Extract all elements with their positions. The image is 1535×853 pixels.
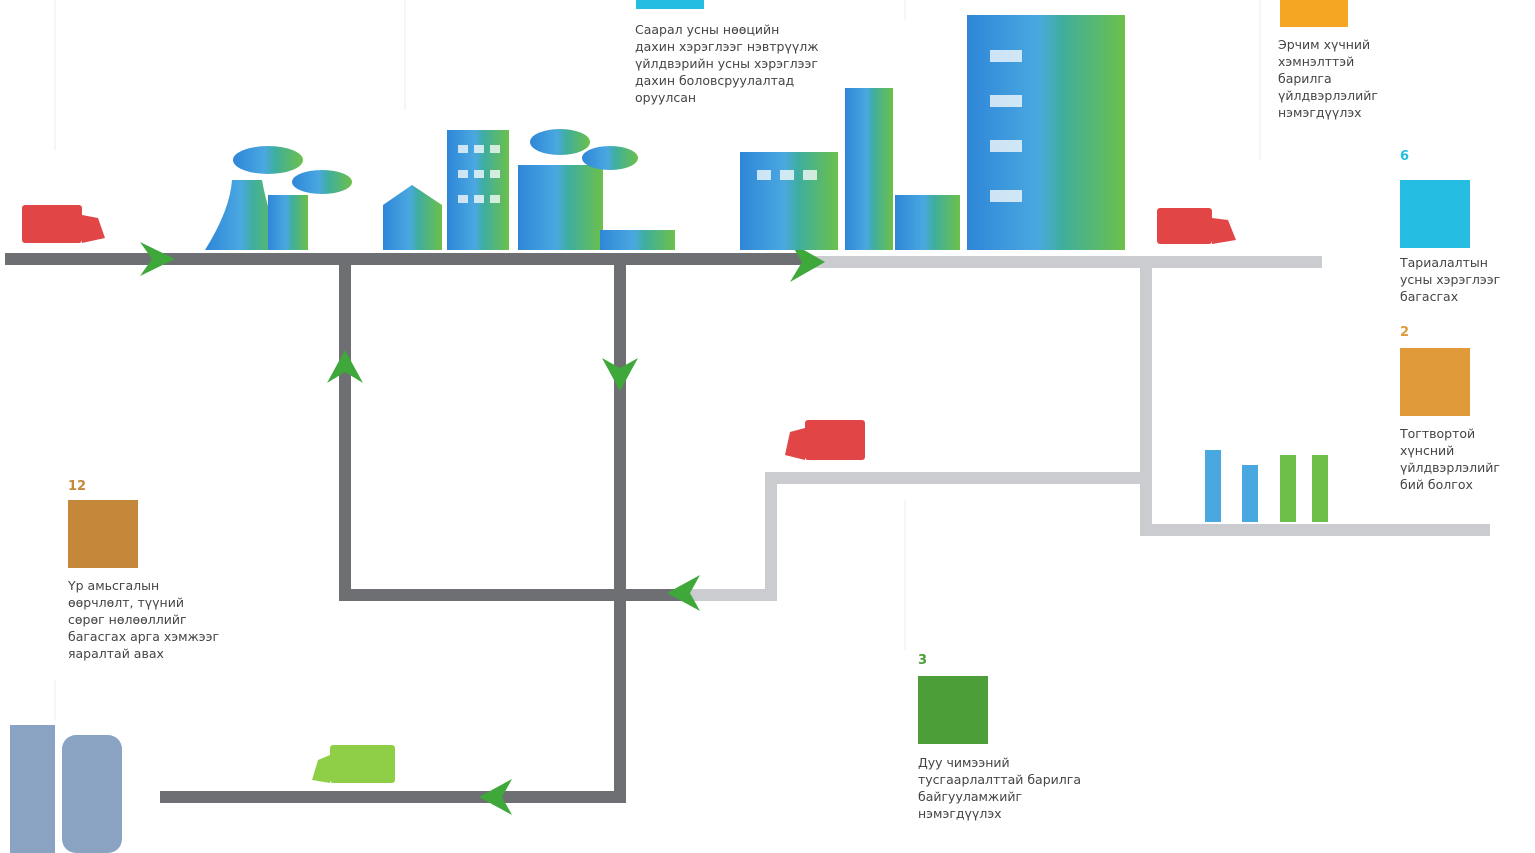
arrows xyxy=(140,242,825,815)
caption-line: багасгах xyxy=(1400,289,1458,304)
caption-line: дахин хэрэглээг нэвтрүүлж xyxy=(635,39,819,54)
caption-line: багасгах арга хэмжээг xyxy=(68,629,219,644)
goal-number: 12 xyxy=(68,479,86,494)
caption-line: Эрчим хүчний xyxy=(1278,37,1370,52)
top-tiles xyxy=(636,0,1348,27)
caption-line: Тариалалтын xyxy=(1399,255,1488,270)
caption-line: усны хэрэглээг xyxy=(1400,272,1500,287)
caption-line: өөрчлөлт, түүний xyxy=(68,595,184,610)
caption-line: нэмэгдүүлэх xyxy=(918,806,1002,821)
caption-line: үйлдвэрийн усны хэрэглээг xyxy=(635,56,818,71)
caption-line: барилга xyxy=(1278,71,1332,86)
goal-number: 3 xyxy=(918,653,927,668)
caption-line: үйлдвэрлэлийг xyxy=(1278,88,1378,103)
caption-line: хэмнэлттэй xyxy=(1278,54,1354,69)
caption-line: бий болгох xyxy=(1400,477,1473,492)
caption-line: нэмэгдүүлэх xyxy=(1278,105,1362,120)
people xyxy=(1205,450,1328,522)
caption-line: Саарал усны нөөцийн xyxy=(635,22,779,37)
windows xyxy=(458,50,1022,203)
roads xyxy=(5,253,1490,803)
caption-line: яаралтай авах xyxy=(68,646,164,661)
caption-line: Тогтвортой xyxy=(1399,426,1475,441)
caption-line: дахин боловсруулалтад xyxy=(635,73,794,88)
goal-number: 2 xyxy=(1400,325,1409,340)
city-blue xyxy=(205,15,1125,250)
caption-line: байгууламжийг xyxy=(918,789,1022,804)
caption-line: хүнсний xyxy=(1400,443,1454,458)
tank xyxy=(10,725,122,853)
caption-line: сөрөг нөлөөллийг xyxy=(68,612,187,627)
goal-number: 6 xyxy=(1400,149,1409,164)
caption-line: Дуу чимээний xyxy=(918,755,1010,770)
caption-line: үйлдвэрлэлийг xyxy=(1400,460,1500,475)
guide-lines xyxy=(54,0,1261,720)
caption-line: Үр амьсгалын xyxy=(67,578,159,593)
goal-tiles xyxy=(68,180,1470,744)
trucks xyxy=(22,205,1236,783)
caption-line: оруулсан xyxy=(635,90,696,105)
caption-line: тусгаарлалттай барилга xyxy=(918,772,1081,787)
